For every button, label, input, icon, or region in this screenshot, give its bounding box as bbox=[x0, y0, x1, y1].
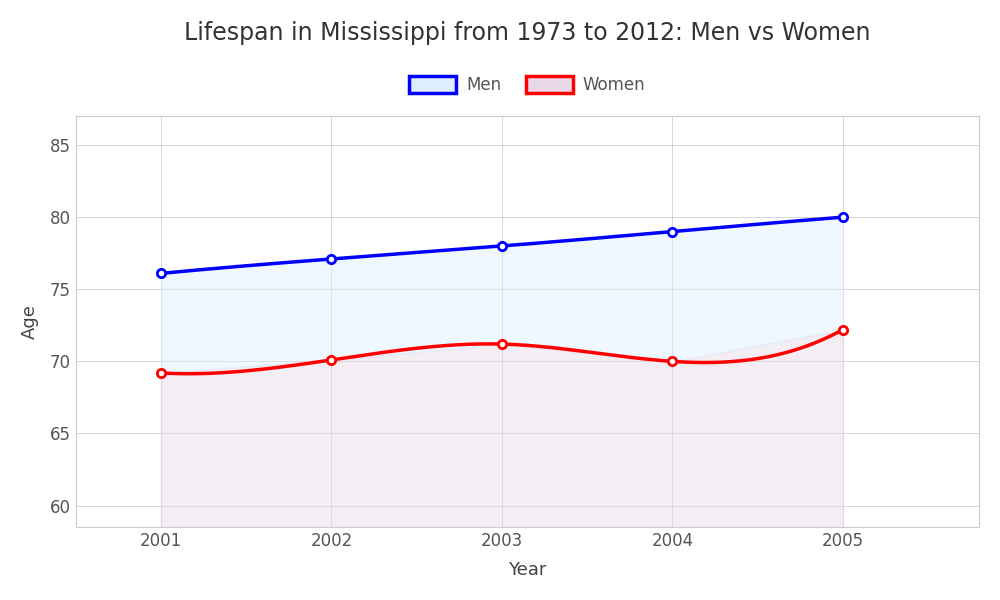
Y-axis label: Age: Age bbox=[21, 304, 39, 339]
Title: Lifespan in Mississippi from 1973 to 2012: Men vs Women: Lifespan in Mississippi from 1973 to 201… bbox=[184, 21, 871, 45]
X-axis label: Year: Year bbox=[508, 561, 547, 579]
Legend: Men, Women: Men, Women bbox=[403, 69, 652, 101]
